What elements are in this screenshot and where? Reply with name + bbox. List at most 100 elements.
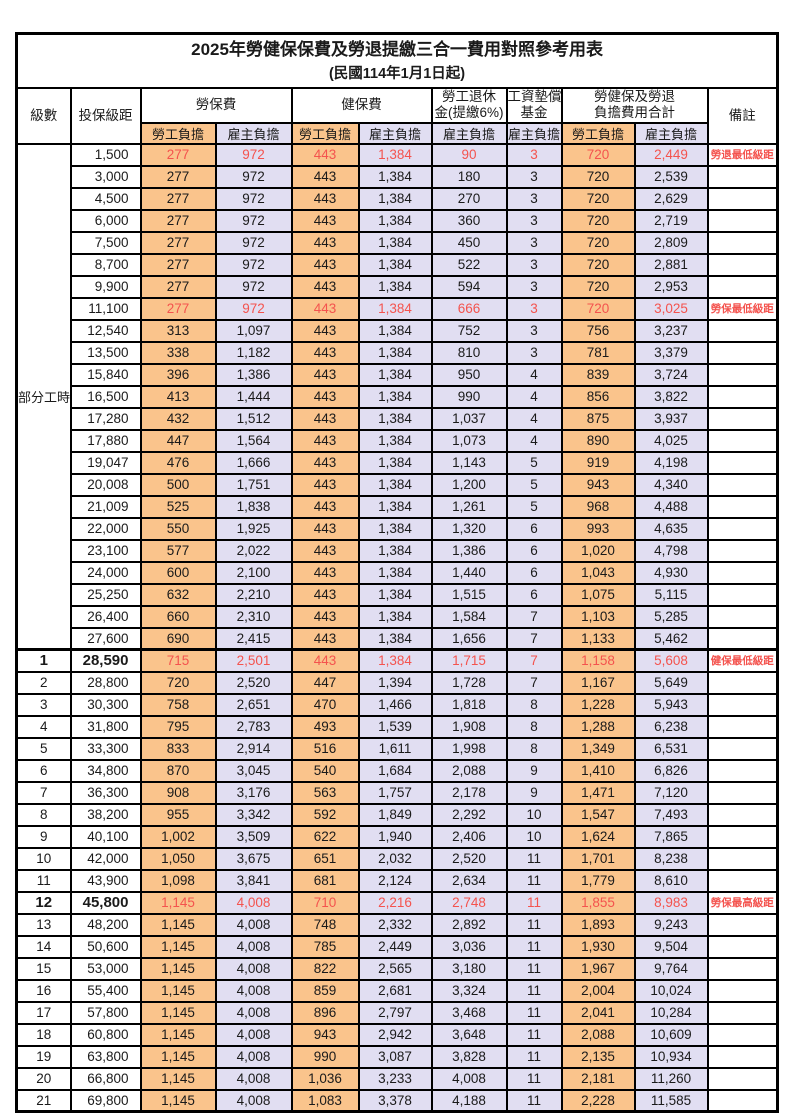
header-group-row: 級數 投保級距 勞保費 健保費 勞工退休 金(提繳6%) 工資墊償 基金 勞健保… (15, 86, 779, 145)
labor-employee-fee: 870 (139, 758, 217, 783)
level-number: 17 (15, 1000, 72, 1025)
table-row: 13,500 338 1,182 443 1,384 810 3 781 3,379 (17, 340, 779, 365)
table-row: 3,000 277 972 443 1,384 180 3 720 2,539 (17, 164, 779, 189)
subheader-pension-employer: 雇主負擔 (430, 121, 508, 145)
insured-salary-bracket: 26,400 (69, 604, 142, 629)
pension-employer-fee: 990 (430, 384, 508, 409)
table-row: 20,008 500 1,751 443 1,384 1,200 5 943 4,340 (17, 472, 779, 497)
remark (706, 824, 779, 849)
total-employer-fee: 3,379 (633, 340, 709, 365)
total-employee-fee: 720 (560, 252, 636, 277)
total-employer-fee: 6,531 (633, 736, 709, 761)
level-number: 2 (15, 670, 72, 695)
health-employee-fee: 443 (290, 384, 360, 409)
labor-employee-fee: 1,145 (139, 1044, 217, 1069)
insured-salary-bracket: 22,000 (69, 516, 142, 541)
pension-employer-fee: 1,037 (430, 406, 508, 431)
labor-employer-fee: 3,176 (214, 780, 293, 805)
labor-employee-fee: 908 (139, 780, 217, 805)
labor-employee-fee: 1,145 (139, 1066, 217, 1091)
insured-salary-bracket: 48,200 (69, 912, 142, 937)
labor-employer-fee: 1,444 (214, 384, 293, 409)
insured-salary-bracket: 31,800 (69, 714, 142, 739)
health-employer-fee: 3,233 (357, 1066, 433, 1091)
pension-employer-fee: 1,728 (430, 670, 508, 695)
health-employer-fee: 2,124 (357, 868, 433, 893)
labor-employee-fee: 1,002 (139, 824, 217, 849)
health-employee-fee: 622 (290, 824, 360, 849)
wage-fund-employer-fee: 4 (505, 384, 563, 409)
header-total-burden: 勞健保及勞退 負擔費用合計 (560, 86, 709, 124)
level-number: 15 (15, 956, 72, 981)
wage-fund-employer-fee: 11 (505, 934, 563, 959)
table-row: 17,280 432 1,512 443 1,384 1,037 4 875 3,937 (17, 406, 779, 431)
total-employer-fee: 10,284 (633, 1000, 709, 1025)
labor-employee-fee: 277 (139, 164, 217, 189)
health-employee-fee: 516 (290, 736, 360, 761)
health-employer-fee: 1,384 (357, 340, 433, 365)
total-employee-fee: 875 (560, 406, 636, 431)
total-employee-fee: 943 (560, 472, 636, 497)
table-row: 8,700 277 972 443 1,384 522 3 720 2,881 (17, 252, 779, 277)
remark (706, 934, 779, 959)
labor-employee-fee: 277 (139, 274, 217, 299)
labor-employer-fee: 3,045 (214, 758, 293, 783)
total-employer-fee: 11,585 (633, 1088, 709, 1113)
wage-fund-employer-fee: 11 (505, 846, 563, 871)
health-employer-fee: 1,384 (357, 208, 433, 233)
total-employee-fee: 1,075 (560, 582, 636, 607)
remark (706, 802, 779, 827)
insured-salary-bracket: 3,000 (69, 164, 142, 189)
wage-fund-employer-fee: 11 (505, 1044, 563, 1069)
health-employer-fee: 1,384 (357, 626, 433, 651)
health-employer-fee: 1,384 (357, 516, 433, 541)
remark (706, 384, 779, 409)
level-number: 19 (15, 1044, 72, 1069)
remark (706, 736, 779, 761)
table-row: 9,900 277 972 443 1,384 594 3 720 2,953 (17, 274, 779, 299)
total-employer-fee: 9,243 (633, 912, 709, 937)
title-row: 2025年勞健保保費及勞退提繳三合一費用對照參考用表 (民國114年1月1日起) (15, 32, 779, 89)
wage-fund-employer-fee: 6 (505, 560, 563, 585)
remark (706, 758, 779, 783)
table-row: 1 28,590 715 2,501 443 1,384 1,715 7 1,158 5,608 健… (15, 648, 779, 673)
health-employee-fee: 443 (290, 186, 360, 211)
total-employee-fee: 1,701 (560, 846, 636, 871)
labor-employee-fee: 277 (139, 142, 217, 167)
remark (706, 252, 779, 277)
total-employee-fee: 1,158 (560, 648, 636, 673)
total-employee-fee: 2,004 (560, 978, 636, 1003)
wage-fund-employer-fee: 11 (505, 956, 563, 981)
total-employee-fee: 1,930 (560, 934, 636, 959)
wage-fund-employer-fee: 11 (505, 890, 563, 915)
health-employee-fee: 1,036 (290, 1066, 360, 1091)
pension-employer-fee: 1,584 (430, 604, 508, 629)
wage-fund-employer-fee: 3 (505, 252, 563, 277)
wage-fund-employer-fee: 6 (505, 516, 563, 541)
premium-reference-table-sheet: 2025年勞健保保費及勞退提繳三合一費用對照參考用表 (民國114年1月1日起)… (15, 32, 780, 1113)
remark (706, 780, 779, 805)
table-row: 3 30,300 758 2,651 470 1,466 1,818 8 1,228 5,943 (15, 692, 779, 717)
labor-employer-fee: 972 (214, 230, 293, 255)
labor-employer-fee: 2,210 (214, 582, 293, 607)
insured-salary-bracket: 43,900 (69, 868, 142, 893)
insured-salary-bracket: 16,500 (69, 384, 142, 409)
health-employer-fee: 1,466 (357, 692, 433, 717)
wage-fund-employer-fee: 8 (505, 714, 563, 739)
labor-employer-fee: 4,008 (214, 1000, 293, 1025)
level-number: 4 (15, 714, 72, 739)
level-number: 16 (15, 978, 72, 1003)
remark (706, 956, 779, 981)
wage-fund-employer-fee: 11 (505, 868, 563, 893)
labor-employee-fee: 1,145 (139, 890, 217, 915)
pension-employer-fee: 3,648 (430, 1022, 508, 1047)
pension-employer-fee: 950 (430, 362, 508, 387)
insured-salary-bracket: 53,000 (69, 956, 142, 981)
total-employee-fee: 720 (560, 296, 636, 321)
health-employee-fee: 990 (290, 1044, 360, 1069)
total-employee-fee: 2,181 (560, 1066, 636, 1091)
remark (706, 164, 779, 189)
labor-employer-fee: 1,838 (214, 494, 293, 519)
health-employee-fee: 1,083 (290, 1088, 360, 1113)
subheader-labor-employer: 雇主負擔 (214, 121, 293, 145)
